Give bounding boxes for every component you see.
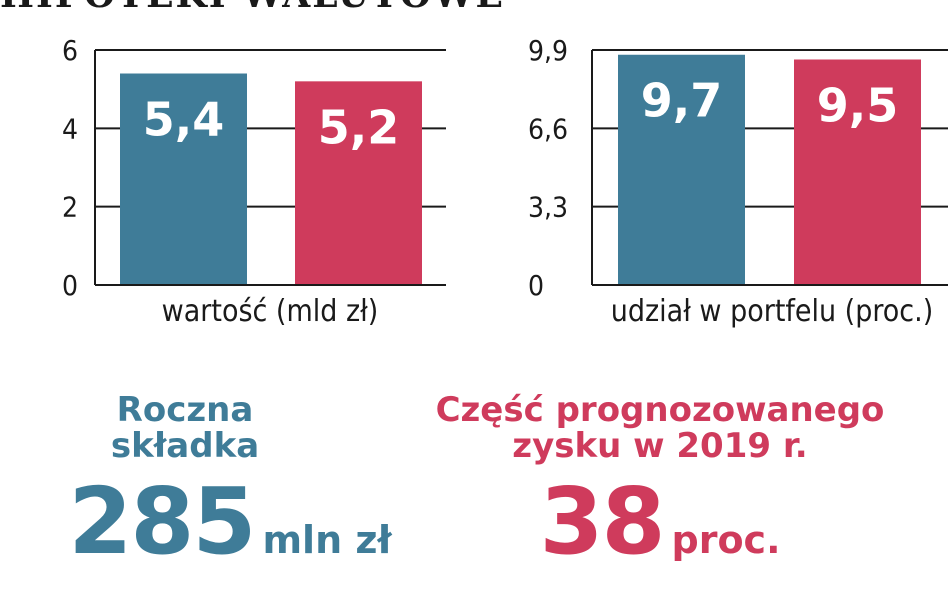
share-chart-bar-1 <box>618 54 745 286</box>
value-chart-bar-2 <box>295 81 422 285</box>
value-chart-tick-label-3: 6 <box>62 34 78 67</box>
stat-forecast-profit-share: Część prognozowanego zysku w 2019 r. 38 p… <box>430 392 890 568</box>
stat-annual-premium-title: Roczna składka <box>110 390 260 466</box>
stat-forecast-profit-share-title: Część prognozowanego zysku w 2019 r. <box>435 390 885 466</box>
value-chart-data-label-1: 5,4 <box>143 93 225 147</box>
share-chart-data-label-1: 9,7 <box>641 74 723 128</box>
header-title: HIPOTEKI WALUTOWE <box>0 0 505 16</box>
stat-annual-premium-unit: mln zł <box>262 518 392 562</box>
bar-chart-share: 9,7 9,5 0 3,3 6,6 9,9 udział w portfelu (proc.… <box>528 34 948 329</box>
share-chart-tick-label-3: 9,9 <box>528 34 568 67</box>
value-chart-tick-label-2: 4 <box>62 112 78 145</box>
share-chart-tick-label-1: 3,3 <box>528 191 568 224</box>
stat-annual-premium-number: 285 <box>68 468 256 575</box>
value-chart-x-label: wartość (mld zł) <box>162 294 379 329</box>
share-chart-data-label-2: 9,5 <box>817 78 899 132</box>
stat-forecast-profit-share-number: 38 <box>539 468 665 575</box>
value-chart-bar-1 <box>120 73 247 285</box>
bar-chart-value: 5,4 5,2 0 2 4 6 wartość (mld zł) <box>62 34 446 329</box>
value-chart-data-label-2: 5,2 <box>318 100 400 154</box>
value-chart-tick-label-1: 2 <box>62 191 78 224</box>
stat-forecast-profit-share-unit: proc. <box>671 518 781 562</box>
stat-forecast-profit-share-value-row: 38 proc. <box>430 476 890 568</box>
share-chart-tick-label-0: 0 <box>528 269 544 302</box>
value-chart-tick-label-0: 0 <box>62 269 78 302</box>
share-chart-bar-2 <box>794 59 921 285</box>
share-chart-x-label: udział w portfelu (proc.) <box>611 294 933 329</box>
stat-annual-premium: Roczna składka 285 mln zł <box>50 392 410 568</box>
stat-annual-premium-value-row: 285 mln zł <box>50 476 410 568</box>
share-chart-tick-label-2: 6,6 <box>528 112 568 145</box>
